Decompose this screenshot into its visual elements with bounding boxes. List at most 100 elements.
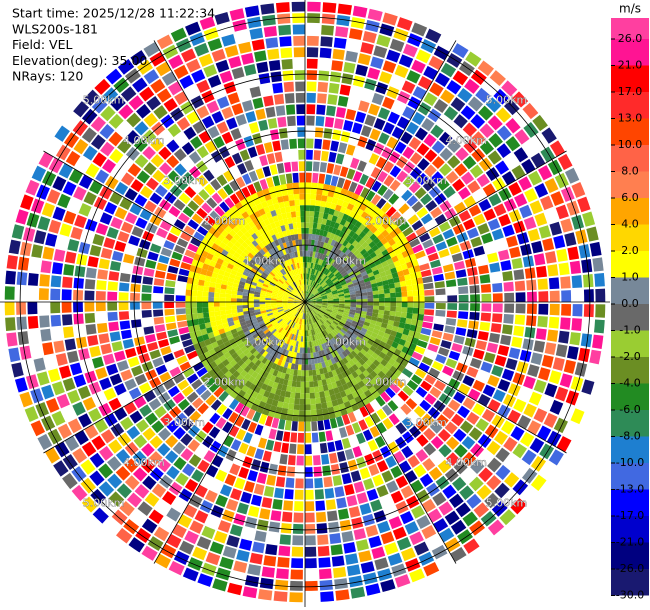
radar-cell — [225, 302, 232, 307]
radar-cell — [352, 122, 363, 135]
radar-cell — [205, 394, 217, 406]
radar-cell — [191, 302, 197, 308]
radar-cell — [404, 323, 411, 331]
radar-cell — [198, 188, 210, 201]
radar-cell — [81, 127, 97, 143]
radar-cell — [293, 322, 297, 329]
radar-cell — [142, 427, 156, 441]
radar-cell — [364, 318, 372, 324]
radar-cell — [17, 331, 29, 345]
radar-cell — [158, 146, 172, 160]
radar-cell — [434, 192, 447, 205]
radar-cell — [263, 253, 270, 260]
radar-cell — [203, 317, 211, 324]
radar-cell — [223, 351, 232, 359]
radar-cell — [317, 333, 322, 340]
radar-cell — [159, 371, 172, 383]
radar-cell — [332, 566, 347, 578]
radar-cell — [73, 138, 89, 155]
radar-cell — [254, 288, 261, 293]
radar-cell — [527, 291, 537, 302]
radar-cell — [319, 338, 324, 345]
radar-cell — [144, 200, 157, 213]
radar-cell — [534, 212, 548, 227]
radar-cell — [268, 463, 278, 475]
radar-cell — [305, 199, 311, 206]
radar-cell — [243, 310, 250, 316]
radar-cell — [376, 484, 389, 498]
radar-cell — [145, 369, 158, 381]
radar-cell — [252, 265, 259, 271]
radar-cell — [284, 420, 292, 431]
radar-cell — [437, 459, 452, 474]
radar-cell — [315, 270, 319, 276]
radar-cell — [369, 128, 381, 141]
radar-cell — [165, 279, 176, 288]
radar-cell — [245, 111, 257, 123]
radar-cell — [90, 134, 106, 150]
radar-cell — [324, 236, 330, 244]
radar-cell — [236, 549, 250, 562]
radar-cell — [306, 138, 314, 149]
radar-cell — [502, 270, 513, 282]
radar-cell — [373, 45, 388, 59]
radar-cell — [307, 358, 312, 365]
radar-cell — [192, 194, 205, 206]
radar-cell — [95, 222, 109, 236]
radar-cell — [291, 421, 298, 432]
radar-cell — [453, 391, 466, 404]
radar-cell — [305, 558, 317, 569]
radar-cell — [189, 494, 203, 508]
radar-cell — [258, 72, 271, 85]
radar-cell — [315, 321, 320, 328]
radar-cell — [326, 231, 332, 239]
radar-cell — [302, 307, 304, 314]
radar-cell — [445, 170, 459, 184]
radar-cell — [241, 52, 255, 65]
radar-cell — [306, 70, 318, 81]
radar-cell — [149, 467, 164, 482]
radar-cell — [288, 258, 293, 265]
radar-cell — [384, 362, 393, 371]
radar-cell — [355, 235, 363, 243]
radar-cell — [316, 182, 324, 190]
radar-cell — [334, 486, 345, 498]
radar-cell — [286, 115, 296, 127]
ring-label: 5.00km — [486, 496, 528, 509]
radar-cell — [313, 211, 320, 218]
radar-cell — [295, 294, 301, 299]
radar-cell — [400, 510, 414, 525]
radar-cell — [544, 383, 558, 398]
radar-cell — [396, 116, 410, 130]
radar-cell — [326, 327, 332, 333]
radar-cell — [67, 350, 79, 364]
radar-cell — [248, 170, 259, 182]
radar-cell — [414, 250, 426, 260]
radar-cell — [359, 282, 366, 288]
radar-cell — [355, 252, 363, 259]
radar-cell — [290, 264, 295, 271]
radar-cell — [292, 172, 299, 183]
radar-cell — [130, 302, 140, 310]
radar-cell — [185, 283, 193, 291]
radar-cell — [290, 291, 296, 296]
radar-cell — [52, 206, 66, 221]
radar-cell — [267, 235, 274, 243]
radar-cell — [307, 341, 310, 348]
radar-cell — [67, 418, 82, 434]
radar-cell — [414, 127, 428, 141]
radar-cell — [161, 491, 177, 506]
radar-cell — [141, 361, 154, 372]
radar-cell — [421, 498, 436, 513]
radar-cell — [274, 232, 281, 240]
radar-cell — [191, 337, 199, 345]
radar-cell — [346, 564, 361, 577]
radar-cell — [141, 284, 152, 293]
radar-cell — [478, 264, 490, 275]
radar-cell — [348, 366, 356, 374]
radar-cell — [315, 403, 322, 410]
radar-cell — [277, 557, 290, 568]
radar-cell — [222, 275, 230, 282]
radar-cell — [520, 431, 535, 447]
radar-cell — [401, 302, 408, 308]
